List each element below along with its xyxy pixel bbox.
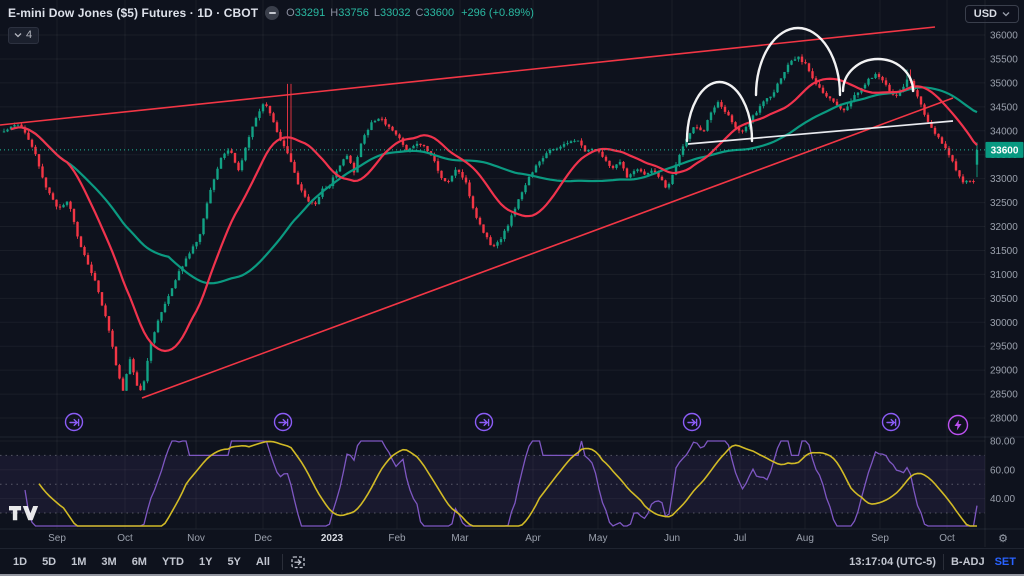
svg-text:2023: 2023 [321,533,344,544]
svg-text:Jun: Jun [664,533,680,544]
timezone-settings-gear-icon[interactable]: ⚙ [998,533,1008,545]
back-adjust-toggle[interactable]: B-ADJ [950,555,985,568]
clock-timezone-button[interactable]: 13:17:04 (UTC-5) [849,555,936,568]
svg-text:Sep: Sep [871,533,889,544]
range-1m[interactable]: 1M [71,555,87,568]
svg-text:31500: 31500 [990,246,1018,257]
svg-text:40.00: 40.00 [990,494,1015,505]
svg-text:Mar: Mar [451,533,469,544]
svg-text:Apr: Apr [525,533,541,544]
svg-text:29500: 29500 [990,342,1018,353]
rollover-marker-icon[interactable] [474,412,494,432]
toolbar-right: 13:17:04 (UTC-5) B-ADJ SET [849,553,1016,570]
upper-channel-trendline[interactable] [0,26,936,126]
grid [0,0,985,529]
svg-text:32500: 32500 [990,198,1018,209]
bottom-toolbar: 1D 5D 1M 3M 6M YTD 1Y 5Y All 13:17:04 (U… [0,548,1024,574]
calendar-icon [291,555,305,568]
range-all[interactable]: All [255,555,270,568]
range-1y[interactable]: 1Y [198,555,213,568]
rollover-marker-icon[interactable] [682,412,702,432]
chart-area[interactable]: 3600035500350003450034000335003300032500… [0,0,1024,547]
collapsed-indicators-button[interactable]: 4 [8,27,40,44]
time-axis[interactable]: Sep Oct Nov Dec 2023 Feb Mar Apr May Jun Jul Aug Sep… [48,533,1008,545]
low-label: L [373,7,380,19]
go-to-date-button[interactable] [290,554,306,570]
chart-canvas[interactable]: 3600035500350003450034000335003300032500… [0,0,1024,547]
lower-channel-trendline[interactable] [141,97,954,399]
svg-text:Aug: Aug [796,533,814,544]
svg-text:34500: 34500 [990,102,1018,113]
svg-text:35500: 35500 [990,54,1018,65]
toolbar-divider [281,553,283,570]
slow-ma-line [10,86,978,285]
currency-button[interactable]: USD [964,5,1019,23]
chevron-down-icon [1002,12,1010,17]
svg-text:35000: 35000 [990,78,1018,89]
svg-text:31000: 31000 [990,270,1018,281]
svg-text:Dec: Dec [254,533,272,544]
indicators-count: 4 [26,29,33,41]
window-bottom-edge [0,574,1024,576]
svg-text:80.00: 80.00 [990,437,1015,448]
close-label: C [415,7,424,19]
svg-text:30500: 30500 [990,294,1018,305]
svg-text:30000: 30000 [990,318,1018,329]
last-price-badge [985,141,1024,158]
currency-label: USD [973,8,997,20]
svg-text:29000: 29000 [990,366,1018,377]
open-value: 33291 [294,7,326,19]
range-ytd[interactable]: YTD [161,555,184,568]
neckline[interactable] [687,120,954,145]
svg-text:36000: 36000 [990,31,1018,42]
svg-text:Oct: Oct [939,533,955,544]
chevron-down-icon [14,33,22,38]
high-value: 33756 [338,7,369,19]
settlement-toggle[interactable]: SET [994,555,1016,568]
svg-text:Oct: Oct [117,533,133,544]
contract-rollover-markers [64,412,969,436]
right-shoulder-arc[interactable] [841,57,915,93]
svg-text:34000: 34000 [990,126,1018,137]
left-shoulder-arc[interactable] [685,80,754,143]
fast-ma-line [10,77,978,353]
head-arc[interactable] [754,26,842,97]
svg-text:32000: 32000 [990,222,1018,233]
low-value: 33032 [379,7,411,19]
close-value: 33600 [423,7,455,19]
price-axis[interactable]: 3600035500350003450034000335003300032500… [990,31,1018,506]
ohlc-values: O33291 H33756 L33032 C33600 +296 (+0.89%… [286,7,534,19]
rsi-ma-line [38,440,977,527]
symbol-legend: E-mini Dow Jones ($5) Futures · 1D · CBO… [8,6,534,20]
range-3m[interactable]: 3M [101,555,117,568]
rsi-band [0,455,985,513]
svg-text:28500: 28500 [990,390,1018,401]
svg-text:Sep: Sep [48,533,66,544]
high-label: H [330,7,339,19]
tradingview-logo [9,506,39,521]
symbol-title[interactable]: E-mini Dow Jones ($5) Futures · 1D · CBO… [8,6,259,20]
svg-text:May: May [589,533,608,544]
svg-text:Jul: Jul [734,533,747,544]
svg-text:60.00: 60.00 [990,465,1015,476]
range-5y[interactable]: 5Y [227,555,241,568]
svg-text:Nov: Nov [187,533,205,544]
range-6m[interactable]: 6M [131,555,147,568]
range-1d[interactable]: 1D [13,555,28,568]
rollover-marker-icon[interactable] [273,412,293,432]
rollover-marker-icon[interactable] [64,412,84,432]
last-price-badge-text: 33600 [991,145,1019,156]
svg-text:Feb: Feb [388,533,406,544]
open-label: O [286,7,295,19]
latest-contract-lightning-icon[interactable] [947,414,969,436]
svg-text:33000: 33000 [990,174,1018,185]
toolbar-divider [942,553,944,570]
legend-hide-icon[interactable] [265,6,280,20]
range-5d[interactable]: 5D [42,555,57,568]
change-value: +296 (+0.89%) [461,7,534,19]
range-selector: 1D 5D 1M 3M 6M YTD 1Y 5Y All [8,554,275,570]
svg-text:28000: 28000 [990,414,1018,425]
rollover-marker-icon[interactable] [881,412,901,432]
